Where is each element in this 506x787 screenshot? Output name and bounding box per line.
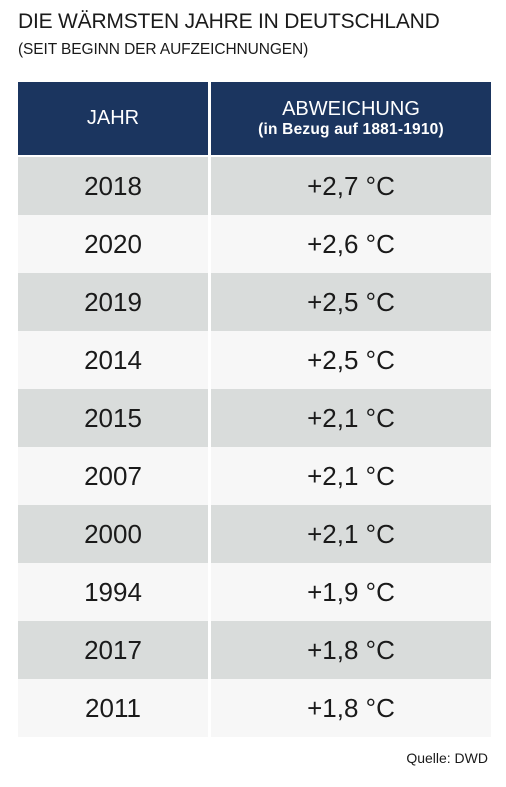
cell-year: 2017 xyxy=(18,621,208,679)
cell-deviation: +2,5 °C xyxy=(211,273,491,331)
cell-year: 2007 xyxy=(18,447,208,505)
header-deviation-sublabel: (in Bezug auf 1881-1910) xyxy=(258,120,444,138)
cell-deviation: +2,7 °C xyxy=(211,157,491,215)
cell-deviation: +1,8 °C xyxy=(211,679,491,737)
table-row: 2019 +2,5 °C xyxy=(18,273,491,331)
cell-deviation: +2,6 °C xyxy=(211,215,491,273)
table-row: 2015 +2,1 °C xyxy=(18,389,491,447)
cell-year: 2018 xyxy=(18,157,208,215)
cell-deviation: +1,8 °C xyxy=(211,621,491,679)
cell-deviation: +2,1 °C xyxy=(211,389,491,447)
table-row: 2000 +2,1 °C xyxy=(18,505,491,563)
table-row: 2017 +1,8 °C xyxy=(18,621,491,679)
table-row: 2020 +2,6 °C xyxy=(18,215,491,273)
cell-deviation: +1,9 °C xyxy=(211,563,491,621)
table-row: 1994 +1,9 °C xyxy=(18,563,491,621)
chart-title: DIE WÄRMSTEN JAHRE IN DEUTSCHLAND xyxy=(18,10,440,33)
table-row: 2014 +2,5 °C xyxy=(18,331,491,389)
cell-year: 2015 xyxy=(18,389,208,447)
header-year-label: JAHR xyxy=(86,107,140,129)
cell-year: 2000 xyxy=(18,505,208,563)
cell-year: 1994 xyxy=(18,563,208,621)
table-row: 2011 +1,8 °C xyxy=(18,679,491,737)
header-deviation-label: ABWEICHUNG xyxy=(282,97,420,120)
table-body: 2018 +2,7 °C 2020 +2,6 °C 2019 +2,5 °C 2014 +2,… xyxy=(18,157,491,737)
chart-subtitle: (SEIT BEGINN DER AUFZEICHNUNGEN) xyxy=(18,41,309,58)
table-row: 2018 +2,7 °C xyxy=(18,157,491,215)
source-note: Quelle: DWD xyxy=(406,750,488,766)
header-deviation: ABWEICHUNG (in Bezug auf 1881-1910) xyxy=(211,82,491,155)
table-header: JAHR ABWEICHUNG (in Bezug auf 1881-1910) xyxy=(18,82,491,155)
cell-year: 2019 xyxy=(18,273,208,331)
cell-year: 2020 xyxy=(18,215,208,273)
cell-year: 2014 xyxy=(18,331,208,389)
cell-year: 2011 xyxy=(18,679,208,737)
cell-deviation: +2,5 °C xyxy=(211,331,491,389)
data-table: JAHR ABWEICHUNG (in Bezug auf 1881-1910)… xyxy=(18,82,491,737)
table-row: 2007 +2,1 °C xyxy=(18,447,491,505)
cell-deviation: +2,1 °C xyxy=(211,505,491,563)
header-year: JAHR xyxy=(18,82,208,155)
cell-deviation: +2,1 °C xyxy=(211,447,491,505)
